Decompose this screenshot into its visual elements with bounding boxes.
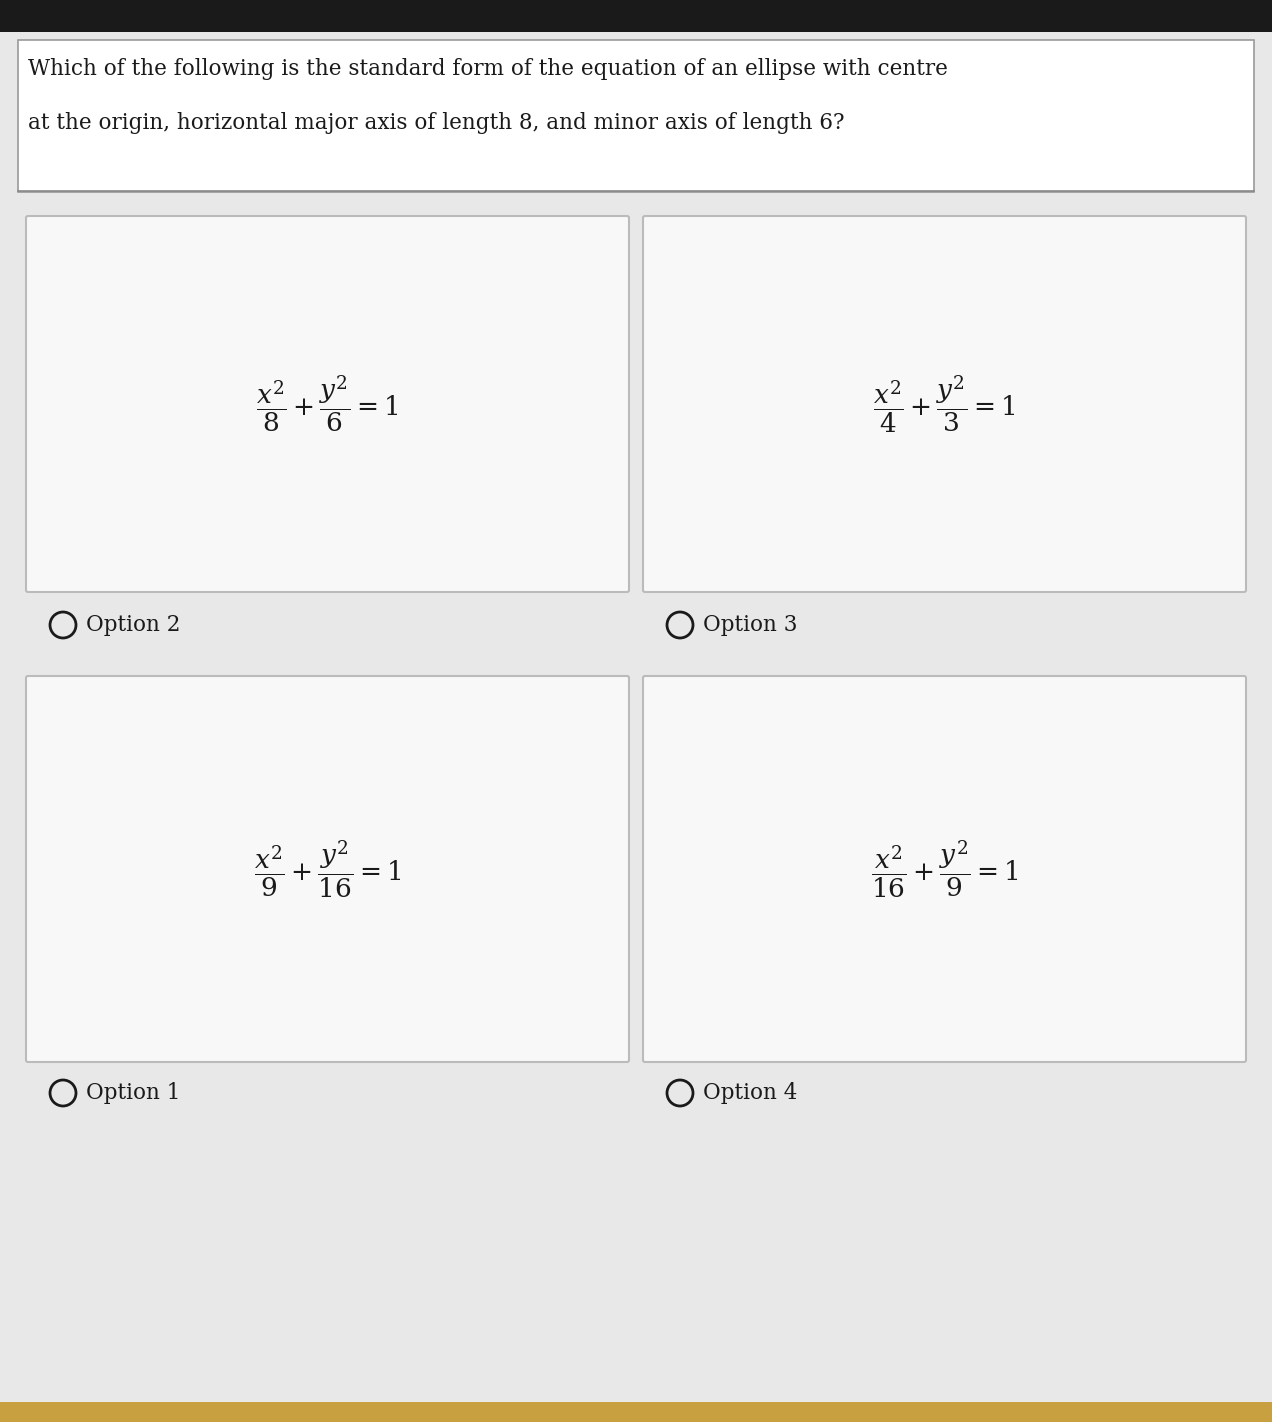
FancyBboxPatch shape xyxy=(25,216,628,592)
Text: Option 2: Option 2 xyxy=(86,614,181,636)
Text: $\dfrac{x^2}{8}+\dfrac{y^2}{6}=1$: $\dfrac{x^2}{8}+\dfrac{y^2}{6}=1$ xyxy=(256,374,399,434)
Text: $\dfrac{x^2}{4}+\dfrac{y^2}{3}=1$: $\dfrac{x^2}{4}+\dfrac{y^2}{3}=1$ xyxy=(873,373,1016,435)
Text: Option 1: Option 1 xyxy=(86,1082,181,1103)
FancyBboxPatch shape xyxy=(0,0,1272,33)
Text: $\dfrac{x^2}{16}+\dfrac{y^2}{9}=1$: $\dfrac{x^2}{16}+\dfrac{y^2}{9}=1$ xyxy=(870,838,1019,900)
Text: Which of the following is the standard form of the equation of an ellipse with c: Which of the following is the standard f… xyxy=(28,58,948,80)
FancyBboxPatch shape xyxy=(18,40,1254,192)
Text: at the origin, horizontal major axis of length 8, and minor axis of length 6?: at the origin, horizontal major axis of … xyxy=(28,112,845,134)
Text: Option 4: Option 4 xyxy=(703,1082,798,1103)
Text: Option 3: Option 3 xyxy=(703,614,798,636)
FancyBboxPatch shape xyxy=(0,1402,1272,1422)
FancyBboxPatch shape xyxy=(644,216,1247,592)
FancyBboxPatch shape xyxy=(25,675,628,1062)
Text: $\dfrac{x^2}{9}+\dfrac{y^2}{16}=1$: $\dfrac{x^2}{9}+\dfrac{y^2}{16}=1$ xyxy=(253,838,402,900)
FancyBboxPatch shape xyxy=(644,675,1247,1062)
